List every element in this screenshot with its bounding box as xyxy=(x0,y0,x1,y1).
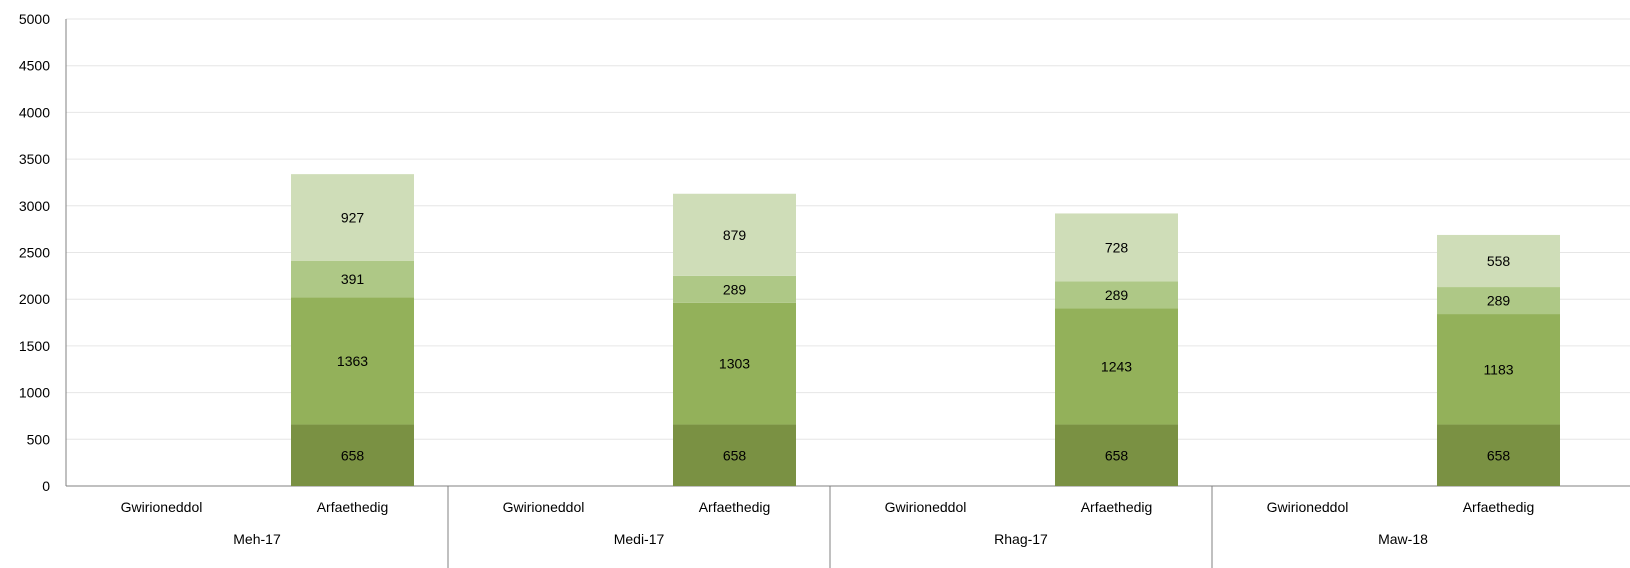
data-label: 1303 xyxy=(719,356,750,372)
x-subcategory-label: Gwirioneddol xyxy=(1267,499,1349,515)
y-tick-label: 4000 xyxy=(19,104,50,120)
bar-segment xyxy=(1437,287,1560,315)
bar-segment xyxy=(1055,424,1178,486)
bar-segment xyxy=(291,297,414,425)
data-label: 658 xyxy=(1105,447,1129,463)
bar-segment xyxy=(673,193,796,276)
bar-segment xyxy=(1437,234,1560,288)
bar-segment xyxy=(291,424,414,486)
data-label: 658 xyxy=(723,447,747,463)
x-subcategory-label: Arfaethedig xyxy=(699,499,771,515)
bar-segment xyxy=(673,424,796,486)
y-tick-label: 2500 xyxy=(19,245,50,261)
data-label: 658 xyxy=(1487,447,1511,463)
x-group-label: Maw-18 xyxy=(1378,531,1428,547)
data-label: 1363 xyxy=(337,353,368,369)
y-tick-label: 1500 xyxy=(19,338,50,354)
data-label: 879 xyxy=(723,227,747,243)
x-subcategory-label: Gwirioneddol xyxy=(503,499,585,515)
x-group-label: Medi-17 xyxy=(614,531,665,547)
bar-segment xyxy=(291,174,414,261)
data-label: 289 xyxy=(1487,293,1511,309)
bar-segment xyxy=(1437,424,1560,486)
labels: Meh-17 Gwirioneddol Arfaethedig 658 1363 391 9… xyxy=(121,209,1535,547)
x-subcategory-label: Gwirioneddol xyxy=(885,499,967,515)
bar-segment xyxy=(673,302,796,425)
y-tick-label: 2000 xyxy=(19,291,50,307)
x-subcategory-label: Arfaethedig xyxy=(317,499,389,515)
y-tick-label: 0 xyxy=(42,478,50,494)
x-subcategory-label: Gwirioneddol xyxy=(121,499,203,515)
x-group-label: Meh-17 xyxy=(233,531,281,547)
x-subcategory-label: Arfaethedig xyxy=(1081,499,1153,515)
bar-segment xyxy=(291,260,414,298)
y-tick-label: 500 xyxy=(27,431,51,447)
bars xyxy=(291,174,1560,486)
data-label: 658 xyxy=(341,447,365,463)
y-tick-label: 4500 xyxy=(19,58,50,74)
data-label: 289 xyxy=(723,281,747,297)
y-tick-label: 3000 xyxy=(19,198,50,214)
axes: 0 500 1000 1500 2000 2500 3000 3500 4000 4500 5000 xyxy=(19,11,1630,568)
bar-segment xyxy=(1055,281,1178,309)
data-label: 289 xyxy=(1105,287,1129,303)
x-subcategory-label: Arfaethedig xyxy=(1463,499,1535,515)
bar-segment xyxy=(673,275,796,303)
data-label: 927 xyxy=(341,209,365,225)
y-tick-label: 3500 xyxy=(19,151,50,167)
y-tick-label: 1000 xyxy=(19,385,50,401)
data-label: 1183 xyxy=(1483,361,1513,377)
data-label: 1243 xyxy=(1101,358,1132,374)
bar-segment xyxy=(1055,308,1178,425)
x-group-label: Rhag-17 xyxy=(994,531,1048,547)
bar-segment xyxy=(1055,213,1178,282)
y-tick-label: 5000 xyxy=(19,11,50,27)
data-label: 558 xyxy=(1487,253,1511,269)
data-label: 391 xyxy=(341,271,365,287)
data-label: 728 xyxy=(1105,239,1129,255)
bar-segment xyxy=(1437,314,1560,425)
